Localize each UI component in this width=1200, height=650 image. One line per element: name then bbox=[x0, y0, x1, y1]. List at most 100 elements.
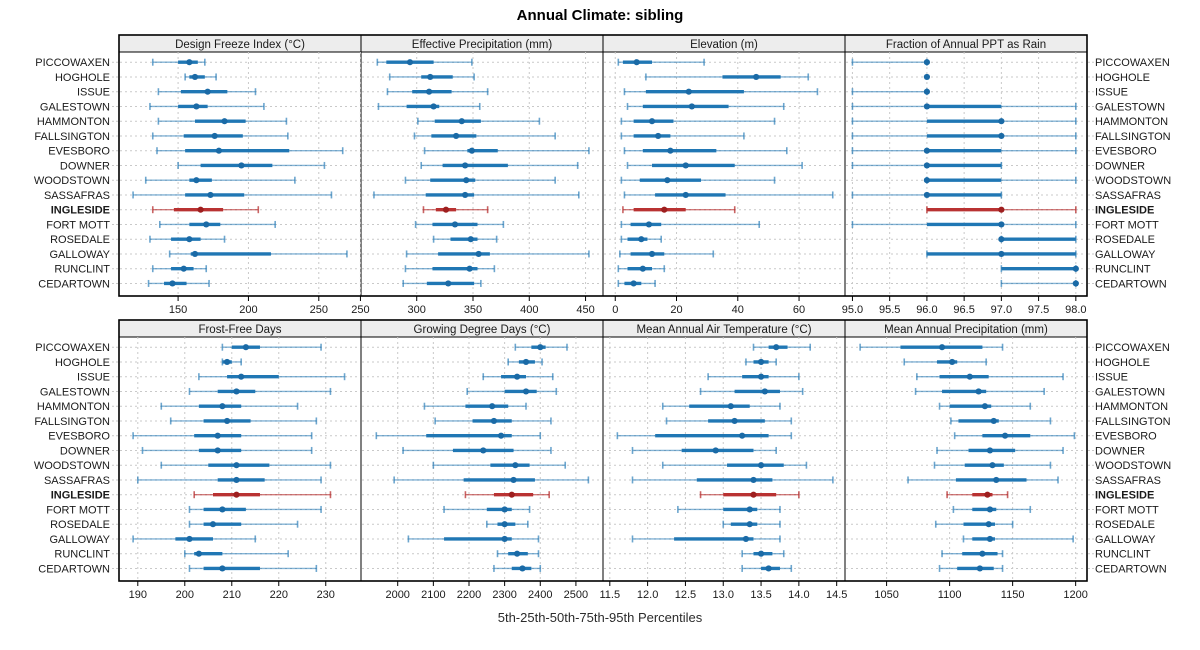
axis-tick-label: 95.5 bbox=[879, 304, 900, 316]
median-dot bbox=[757, 550, 765, 557]
median-dot bbox=[445, 280, 452, 287]
median-dot bbox=[1072, 280, 1079, 287]
axis-tick-label: 96.0 bbox=[916, 304, 937, 316]
median-dot bbox=[203, 221, 210, 228]
site-label-right: GALLOWAY bbox=[1095, 534, 1156, 546]
site-label-right: FALLSINGTON bbox=[1095, 416, 1171, 428]
median-dot bbox=[233, 462, 240, 469]
site-label-right: HAMMONTON bbox=[1095, 401, 1168, 413]
median-dot bbox=[514, 373, 521, 380]
median-dot bbox=[475, 250, 482, 258]
median-dot bbox=[193, 103, 200, 110]
axis-tick-label: 400 bbox=[520, 304, 538, 316]
median-dot bbox=[757, 462, 765, 469]
median-dot bbox=[923, 59, 931, 66]
site-label-right: GALESTOWN bbox=[1095, 101, 1165, 113]
median-dot bbox=[993, 476, 1000, 484]
median-dot bbox=[998, 132, 1005, 140]
median-dot bbox=[462, 191, 469, 199]
median-dot bbox=[480, 447, 487, 454]
median-dot bbox=[731, 417, 738, 425]
panel-header-label: Frost-Free Days bbox=[198, 324, 281, 336]
median-dot bbox=[522, 358, 530, 366]
median-dot bbox=[923, 177, 931, 184]
median-dot bbox=[998, 221, 1005, 228]
site-label-right: ISSUE bbox=[1095, 372, 1128, 384]
axis-tick-label: 12.0 bbox=[637, 589, 658, 601]
site-label-right: RUNCLINT bbox=[1095, 264, 1151, 276]
axis-tick-label: 2200 bbox=[457, 589, 481, 601]
axis-tick-label: 450 bbox=[576, 304, 594, 316]
median-dot bbox=[998, 250, 1005, 258]
median-dot bbox=[682, 191, 689, 199]
axis-tick-label: 1100 bbox=[938, 589, 962, 601]
site-label-right: FALLSINGTON bbox=[1095, 131, 1171, 143]
median-dot bbox=[463, 177, 470, 184]
site-label-right: EVESBORO bbox=[1095, 431, 1157, 443]
axis-tick-label: 96.5 bbox=[953, 304, 974, 316]
site-label-left: DOWNER bbox=[60, 445, 110, 457]
median-dot bbox=[923, 147, 931, 154]
median-dot bbox=[221, 118, 228, 125]
median-dot bbox=[739, 432, 746, 439]
site-label-left: WOODSTOWN bbox=[34, 460, 110, 472]
site-label-right: CEDARTOWN bbox=[1095, 563, 1167, 575]
median-dot bbox=[998, 118, 1005, 125]
site-label-right: HOGHOLE bbox=[1095, 357, 1150, 369]
median-dot bbox=[981, 403, 989, 410]
median-dot bbox=[466, 265, 473, 272]
median-dot bbox=[639, 265, 646, 272]
median-dot bbox=[537, 344, 544, 351]
median-dot bbox=[923, 191, 931, 199]
site-label-left: ROSEDALE bbox=[50, 234, 110, 246]
median-dot bbox=[169, 280, 176, 287]
median-dot bbox=[458, 118, 465, 125]
median-dot bbox=[1072, 265, 1079, 272]
panel-header-label: Fraction of Annual PPT as Rain bbox=[886, 39, 1046, 51]
axis-tick-label: 14.5 bbox=[826, 589, 847, 601]
panel bbox=[602, 336, 846, 582]
panel-header-label: Effective Precipitation (mm) bbox=[412, 39, 553, 51]
median-dot bbox=[501, 506, 508, 513]
median-dot bbox=[1001, 432, 1009, 439]
median-dot bbox=[985, 521, 992, 528]
median-dot bbox=[648, 118, 656, 125]
median-dot bbox=[655, 132, 662, 140]
median-dot bbox=[209, 521, 217, 528]
median-dot bbox=[688, 103, 695, 110]
panel bbox=[844, 336, 1088, 582]
median-dot bbox=[984, 491, 991, 498]
median-dot bbox=[238, 162, 245, 169]
site-label-left: CEDARTOWN bbox=[38, 563, 110, 575]
site-label-left: GALESTOWN bbox=[40, 386, 110, 398]
site-label-left: GALLOWAY bbox=[49, 534, 110, 546]
panel-header-label: Mean Annual Air Temperature (°C) bbox=[636, 324, 811, 336]
site-label-right: WOODSTOWN bbox=[1095, 460, 1171, 472]
site-label-left: CEDARTOWN bbox=[38, 278, 110, 290]
site-label-left: HOGHOLE bbox=[55, 357, 110, 369]
median-dot bbox=[753, 73, 760, 81]
site-label-right: ISSUE bbox=[1095, 87, 1128, 99]
median-dot bbox=[750, 491, 757, 498]
panel bbox=[360, 51, 604, 297]
median-dot bbox=[638, 236, 645, 243]
median-dot bbox=[462, 162, 469, 169]
site-label-left: RUNCLINT bbox=[54, 264, 110, 276]
axis-tick-label: 95.0 bbox=[842, 304, 863, 316]
site-label-right: DOWNER bbox=[1095, 160, 1145, 172]
site-label-left: INGLESIDE bbox=[51, 490, 110, 502]
median-dot bbox=[193, 177, 200, 184]
median-dot bbox=[223, 358, 231, 366]
median-dot bbox=[966, 373, 973, 380]
site-label-right: WOODSTOWN bbox=[1095, 175, 1171, 187]
median-dot bbox=[186, 236, 193, 243]
site-label-right: HAMMONTON bbox=[1095, 116, 1168, 128]
axis-tick-label: 200 bbox=[176, 589, 194, 601]
site-label-left: WOODSTOWN bbox=[34, 175, 110, 187]
axis-tick-label: 1150 bbox=[1001, 589, 1025, 601]
median-dot bbox=[923, 88, 931, 95]
median-dot bbox=[191, 250, 199, 258]
site-label-left: FORT MOTT bbox=[46, 219, 110, 231]
median-dot bbox=[233, 476, 240, 484]
